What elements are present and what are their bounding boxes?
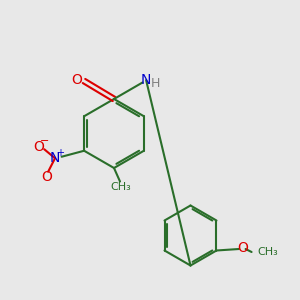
Text: N: N <box>141 73 151 87</box>
Text: N: N <box>50 151 60 165</box>
Text: O: O <box>237 242 248 255</box>
Text: +: + <box>56 148 64 158</box>
Text: O: O <box>33 140 44 154</box>
Text: O: O <box>71 73 82 86</box>
Text: −: − <box>40 136 50 146</box>
Text: O: O <box>41 170 52 184</box>
Text: CH₃: CH₃ <box>257 247 278 257</box>
Text: H: H <box>151 77 160 91</box>
Text: CH₃: CH₃ <box>110 182 131 192</box>
